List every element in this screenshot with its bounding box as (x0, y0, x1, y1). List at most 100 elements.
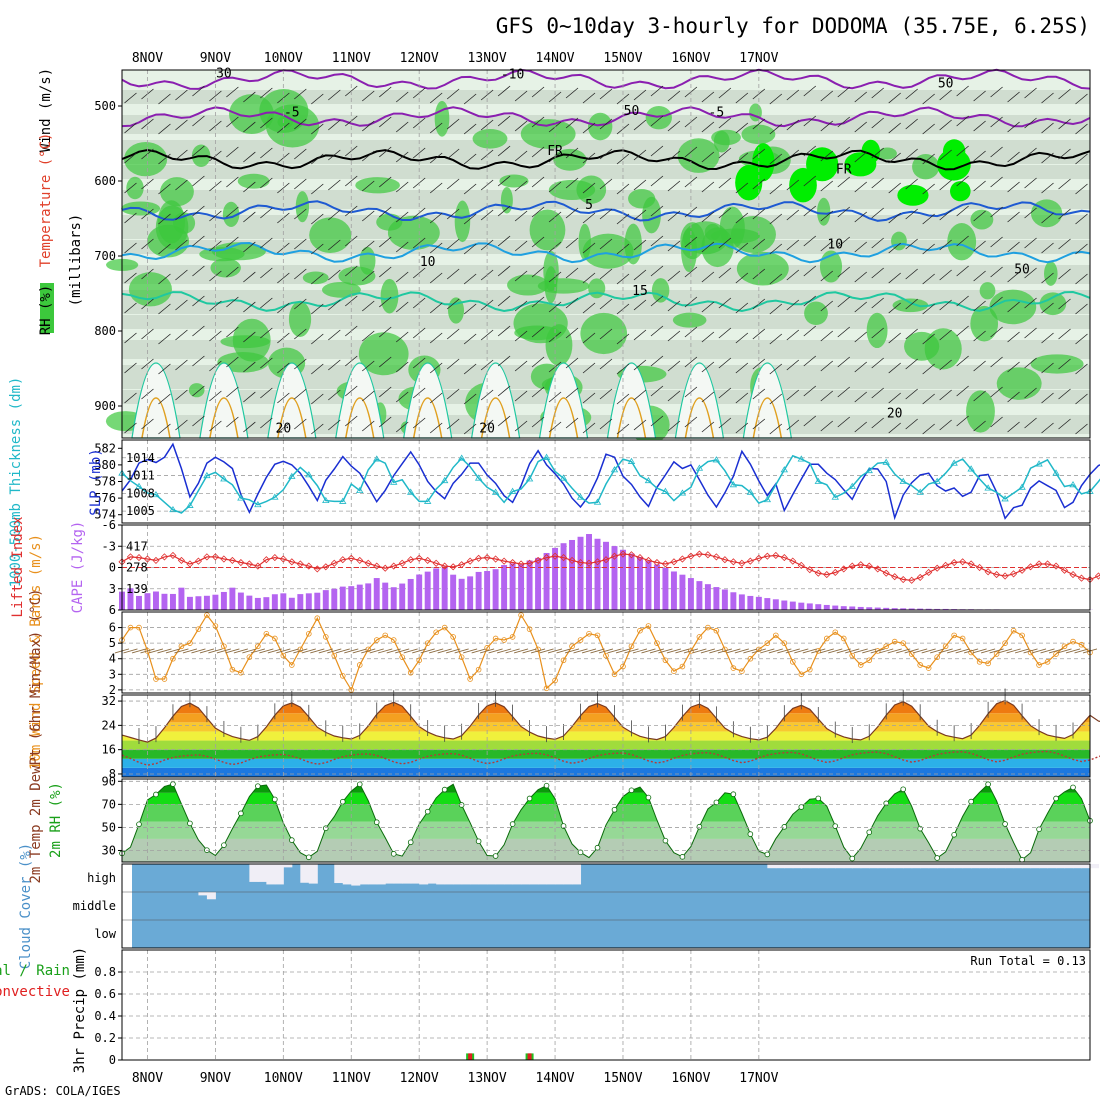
rh-humid-cell (295, 191, 310, 223)
wind-barb (294, 178, 307, 190)
wind-barb (905, 118, 918, 130)
wind-barb (973, 120, 986, 132)
chart-title: GFS 0~10day 3-hourly for DODOMA (35.75E,… (496, 14, 1090, 38)
surface-wind-barb (191, 648, 206, 654)
pressure-axis-label: (millibars) (68, 214, 84, 307)
wind-speed-marker (790, 659, 796, 665)
lifted-index-tick-label: 3 (109, 582, 116, 596)
surface-wind-barb (972, 648, 987, 654)
rh-humid-cell (520, 119, 576, 149)
surface-wind-barb (123, 648, 138, 654)
wind-barb (548, 181, 562, 193)
wind-speed-marker (144, 648, 151, 654)
precip-axis-label: 3hr Precip (mm) (72, 947, 88, 1073)
thickness-marker (440, 476, 449, 484)
wind-barb (565, 117, 579, 129)
cloud-high-cell (801, 864, 811, 869)
wind-barb (378, 416, 392, 428)
wind-barb (328, 299, 341, 311)
cape-bar (679, 574, 686, 610)
rh-marker (764, 851, 771, 858)
contour-label: 50 (1014, 262, 1030, 277)
wind-barb (243, 91, 256, 103)
lifted-index-marker (789, 557, 797, 565)
lifted-index-marker (279, 555, 287, 563)
cape-bar (331, 588, 338, 610)
thickness-marker (373, 455, 381, 462)
wind-barb (735, 422, 749, 434)
cape-bar (212, 594, 219, 610)
precip-tick-label: 0.2 (94, 1031, 116, 1045)
wind-barb (786, 299, 800, 311)
lifted-index-marker (534, 556, 542, 564)
rh-marker (458, 802, 465, 808)
wind-barb (497, 385, 511, 397)
wind-speed-marker (849, 652, 856, 659)
wind-barb (124, 302, 137, 314)
cloud-high-cell (971, 864, 981, 869)
wind-barb (837, 86, 851, 98)
wind-barb (243, 151, 256, 163)
cloud-high-cell (1022, 864, 1032, 869)
rh-marker (1036, 826, 1042, 833)
surface-wind-barb (403, 648, 418, 654)
cape-bar (772, 599, 779, 610)
wind-barb (378, 356, 392, 368)
wind-speed-marker (603, 652, 609, 659)
cape-bar (263, 597, 270, 610)
wind-barb (514, 300, 528, 312)
wind-barb (956, 145, 969, 157)
wind-barb (871, 237, 884, 249)
wind-speed-marker (823, 635, 830, 642)
surface-wind-barb (802, 648, 817, 654)
cloud-high-cell (555, 864, 565, 885)
lifted-index-marker (831, 568, 839, 577)
lifted-index-marker (211, 553, 219, 561)
surface-wind-barb (751, 648, 766, 654)
precip-total-label: Total / Rain (0, 963, 70, 979)
thickness-marker (474, 474, 483, 481)
lifted-index-marker (203, 553, 211, 561)
surface-wind-barb (598, 648, 614, 654)
wind-barb (311, 183, 324, 195)
wind-barb (990, 206, 1003, 218)
wind-barb (345, 175, 358, 187)
pressure-tick-label: 600 (94, 174, 116, 188)
cape-bar (738, 594, 745, 610)
cape-bar (781, 600, 788, 610)
wind-barb (497, 145, 511, 157)
wind-barb (175, 329, 188, 341)
rh-marker (509, 821, 516, 827)
wind-barb (905, 238, 918, 250)
wind-barb (956, 385, 969, 397)
rh-marker (985, 781, 991, 787)
lifted-index-marker (678, 555, 686, 563)
wind-speed-marker (1078, 641, 1085, 648)
rh-marker (306, 854, 312, 861)
rh-tick-label: 30 (102, 843, 116, 857)
rh-humid-cell (500, 187, 513, 214)
boundary-layer-warm-contour (480, 397, 511, 439)
wind-barb (463, 423, 477, 435)
wind-barb (939, 419, 952, 431)
cape-bar (577, 536, 584, 610)
thickness-marker (780, 466, 789, 473)
rh-marker (187, 820, 193, 827)
cloud-bg (132, 864, 1090, 948)
wind-barb (718, 207, 732, 219)
cape-bar (594, 538, 601, 610)
surface-wind-barb (140, 648, 155, 654)
wind-speed-marker (127, 624, 134, 631)
temp-frame (121, 694, 1091, 778)
thickness-marker (967, 465, 975, 472)
wind-barb (531, 296, 545, 308)
precip-convective-bar (527, 1053, 532, 1060)
wind-barb (718, 267, 732, 279)
lifted-index-marker (559, 554, 568, 562)
wind-barb (786, 239, 800, 251)
wind-barb (718, 117, 732, 129)
wind-barb (531, 266, 545, 278)
wind-barb (922, 363, 935, 375)
cape-bar (220, 591, 227, 610)
cape-bar (713, 587, 720, 610)
